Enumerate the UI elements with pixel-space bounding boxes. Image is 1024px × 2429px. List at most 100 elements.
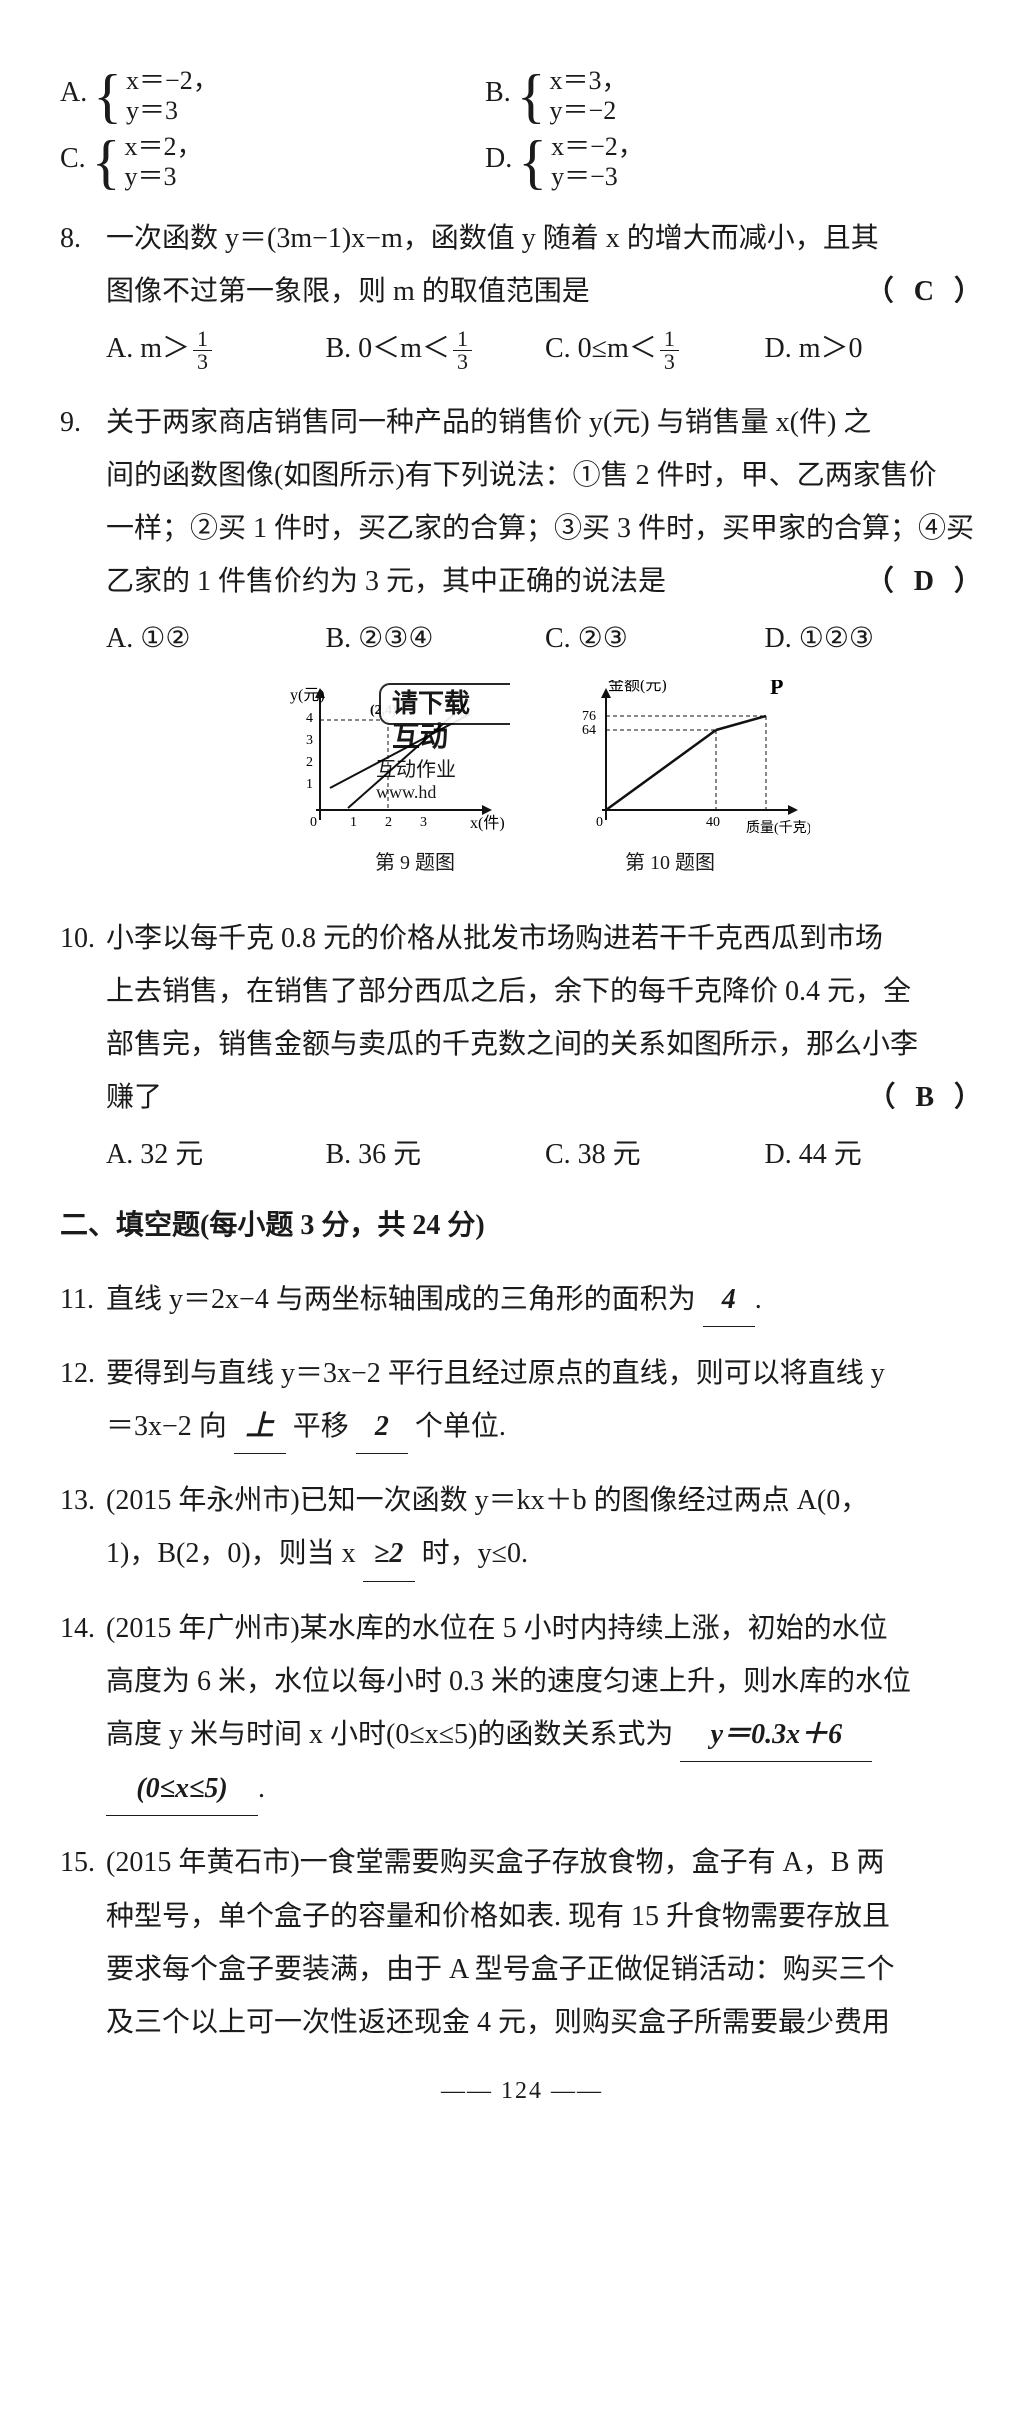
brace-icon: { <box>92 132 121 192</box>
q14-t3: 高度 y 米与时间 x 小时(0≤x≤5)的函数关系式为 <box>106 1719 673 1750</box>
opt-A-line2: y＝3 <box>126 96 219 126</box>
opt-row-ab: A. { x＝−2， y＝3 B. { x＝3， y＝−2 <box>60 66 984 126</box>
frac-num: 1 <box>453 328 472 351</box>
xtick: 3 <box>420 815 427 830</box>
ytick: 76 <box>582 709 596 724</box>
q13: 13. (2015 年永州市)已知一次函数 y＝kx＋b 的图像经过两点 A(0… <box>60 1474 984 1581</box>
q7-options: A. { x＝−2， y＝3 B. { x＝3， y＝−2 C. { <box>60 66 984 192</box>
opt-label-C: C. <box>60 132 86 185</box>
fig10-ylabel: 金额(元) <box>608 680 667 694</box>
opt-A-line1: x＝−2， <box>126 66 219 96</box>
fig10-corner-P: P <box>770 680 783 699</box>
q15-t1: (2015 年黄石市)一食堂需要购买盒子存放食物，盒子有 A，B 两 <box>106 1836 984 1889</box>
frac-den: 3 <box>660 351 679 373</box>
watermark-text: 互动作业 <box>376 758 456 781</box>
page-footer: —— 124 —— <box>60 2069 984 2115</box>
opt-label-A: A. <box>60 66 87 119</box>
page-root: A. { x＝−2， y＝3 B. { x＝3， y＝−2 C. { <box>0 0 1024 2145</box>
opt-A: A. { x＝−2， y＝3 <box>60 66 485 126</box>
q8-optB: B. 0＜m＜13 <box>326 322 546 375</box>
watermark-text: 请下载 <box>392 689 470 718</box>
q14-ans: y＝0.3x＋6 <box>680 1708 872 1762</box>
opt-label-B: B. <box>485 66 511 119</box>
q10: 10. 小李以每千克 0.8 元的价格从批发市场购进若干千克西瓜到市场 上去销售… <box>60 912 984 1182</box>
ytick: 2 <box>306 755 313 770</box>
frac-num: 1 <box>193 328 212 351</box>
xtick: 2 <box>385 815 392 830</box>
ytick: 3 <box>306 733 313 748</box>
q13-t2a: 1)，B(2，0)，则当 x <box>106 1538 356 1569</box>
xtick: 1 <box>350 815 357 830</box>
fig9-caption: 第 9 题图 <box>375 844 455 882</box>
q10-t3: 部售完，销售金额与卖瓜的千克数之间的关系如图所示，那么小李 <box>106 1018 984 1071</box>
q12-t2a: ＝3x−2 向 <box>106 1411 227 1442</box>
q9-t1: 关于两家商店销售同一种产品的销售价 y(元) 与销售量 x(件) 之 <box>106 396 984 449</box>
q8-text1: 一次函数 y＝(3m−1)x−m，函数值 y 随着 x 的增大而减小，且其 <box>106 212 984 265</box>
q11: 11. 直线 y＝2x−4 与两坐标轴围成的三角形的面积为 4. <box>60 1273 984 1327</box>
q11-num: 11. <box>60 1273 106 1327</box>
opt-B-line1: x＝3， <box>550 66 628 96</box>
q13-ans: ≥2 <box>363 1527 415 1581</box>
ytick: 4 <box>306 711 313 726</box>
opt-C: C. { x＝2， y＝3 <box>60 132 485 192</box>
xtick: 40 <box>706 815 720 830</box>
q8-text2: 图像不过第一象限，则 m 的取值范围是 <box>106 265 590 318</box>
q8-optB-pre: B. 0＜m＜ <box>326 333 450 364</box>
q9-options: A. ①② B. ②③④ C. ②③ D. ①②③ <box>106 612 984 665</box>
q8-optA: A. m＞13 <box>106 322 326 375</box>
q15-num: 15. <box>60 1836 106 2049</box>
origin-0: 0 <box>596 815 603 830</box>
opt-D-line2: y＝−3 <box>551 162 644 192</box>
watermark: 请下载 互动 互动作业 www.hd <box>376 684 510 802</box>
fig10-caption: 第 10 题图 <box>625 844 715 882</box>
q10-t2: 上去销售，在销售了部分西瓜之后，余下的每千克降价 0.4 元，全 <box>106 965 984 1018</box>
opt-B-line2: y＝−2 <box>550 96 628 126</box>
brace-icon: { <box>517 66 546 126</box>
q14: 14. (2015 年广州市)某水库的水位在 5 小时内持续上涨，初始的水位 高… <box>60 1602 984 1817</box>
q9-optC: C. ②③ <box>545 612 765 665</box>
fig10-seg2 <box>716 716 766 730</box>
opt-C-line1: x＝2， <box>125 132 203 162</box>
q8-options: A. m＞13 B. 0＜m＜13 C. 0≤m＜13 D. m＞0 <box>106 322 984 375</box>
q12-t2c: 个单位. <box>415 1411 506 1442</box>
q10-optA: A. 32 元 <box>106 1128 326 1181</box>
q9-optD: D. ①②③ <box>765 612 985 665</box>
opt-row-cd: C. { x＝2， y＝3 D. { x＝−2， y＝−3 <box>60 132 984 192</box>
q8: 8. 一次函数 y＝(3m−1)x−m，函数值 y 随着 x 的增大而减小，且其… <box>60 212 984 376</box>
q15-t2: 种型号，单个盒子的容量和价格如表. 现有 15 升食物需要存放且 <box>106 1890 984 1943</box>
q14-tail: . <box>258 1773 265 1804</box>
watermark-text: 互动 <box>392 721 448 753</box>
ytick: 1 <box>306 777 313 792</box>
q12-ans1: 上 <box>234 1400 286 1454</box>
q11-tail: . <box>755 1284 762 1315</box>
figures-row: y(元) x(件) 1 2 3 4 0 1 2 3 (2 <box>106 680 984 840</box>
q11-text: 直线 y＝2x−4 与两坐标轴围成的三角形的面积为 <box>106 1284 696 1315</box>
fig10-xlabel: 质量(千克) <box>746 820 810 836</box>
brace-icon: { <box>518 132 547 192</box>
q9-optB: B. ②③④ <box>326 612 546 665</box>
q12-num: 12. <box>60 1347 106 1454</box>
q8-optC-pre: C. 0≤m＜ <box>545 333 657 364</box>
frac-den: 3 <box>453 351 472 373</box>
q14-t1: (2015 年广州市)某水库的水位在 5 小时内持续上涨，初始的水位 <box>106 1602 984 1655</box>
q15-t4: 及三个以上可一次性返还现金 4 元，则购买盒子所需要最少费用 <box>106 1996 984 2049</box>
q12-t2b: 平移 <box>293 1411 349 1442</box>
q13-num: 13. <box>60 1474 106 1581</box>
q9-t2: 间的函数图像(如图所示)有下列说法：①售 2 件时，甲、乙两家售价 <box>106 449 984 502</box>
q9-t4: 乙家的 1 件售价约为 3 元，其中正确的说法是 <box>106 555 666 608</box>
q8-answer: （ C ） <box>866 265 984 318</box>
q13-t2b: 时，y≤0. <box>422 1538 528 1569</box>
q10-t1: 小李以每千克 0.8 元的价格从批发市场购进若干千克西瓜到市场 <box>106 912 984 965</box>
fig9-xlabel: x(件) <box>470 814 505 832</box>
q12-ans2: 2 <box>356 1400 408 1454</box>
fig9-svg: y(元) x(件) 1 2 3 4 0 1 2 3 (2 <box>280 680 510 840</box>
fig10-svg: 金额(元) 质量(千克) 76 64 40 0 P <box>570 680 810 840</box>
watermark-text: www.hd <box>376 782 436 802</box>
q13-t1: (2015 年永州市)已知一次函数 y＝kx＋b 的图像经过两点 A(0， <box>106 1474 984 1527</box>
q14-t2: 高度为 6 米，水位以每小时 0.3 米的速度匀速上升，则水库的水位 <box>106 1655 984 1708</box>
q8-num: 8. <box>60 212 106 376</box>
opt-D: D. { x＝−2， y＝−3 <box>485 132 910 192</box>
opt-B: B. { x＝3， y＝−2 <box>485 66 910 126</box>
q10-optC: C. 38 元 <box>545 1128 765 1181</box>
q15: 15. (2015 年黄石市)一食堂需要购买盒子存放食物，盒子有 A，B 两 种… <box>60 1836 984 2049</box>
